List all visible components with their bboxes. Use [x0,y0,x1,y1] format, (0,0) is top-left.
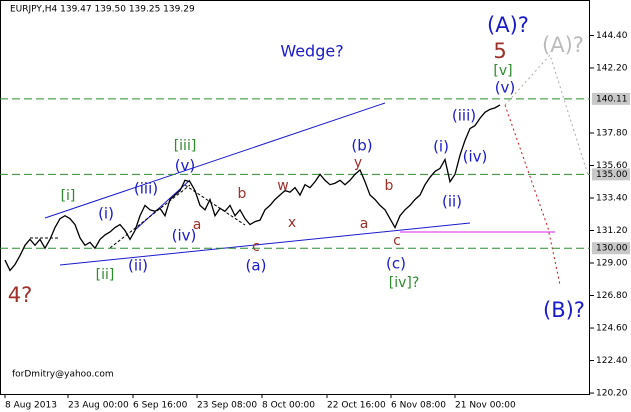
wave-label: (ii) [442,193,462,211]
wave-label: (b) [351,137,372,155]
price-line [4,104,501,272]
x-tick-label: 21 Nov 00:00 [455,401,516,411]
wave-label: [ii] [96,267,115,283]
trendline [59,222,471,266]
y-tick-label: 124.60 [596,324,628,334]
plot-frame [0,0,590,395]
wave-label: (iv) [172,227,197,245]
y-tick-label: 122.40 [596,356,628,366]
wave-label: (v) [495,79,516,97]
wave-label: Wedge? [280,42,343,61]
annotations: (A)? 5 (A)? [v] (v) Wedge? (iii) (i) (iv… [8,13,585,322]
wave-label: [iv]? [389,275,420,291]
level-label: 130.00 [596,244,628,254]
x-tick-label: 6 Sep 16:00 [133,401,188,411]
wave-label: (c) [386,255,406,273]
wave-label: (iii) [134,180,158,198]
wave-label: [i] [61,188,76,204]
wave-label: [v] [493,63,512,79]
wave-label: (A)? [487,13,529,37]
wave-label: (A)? [542,33,584,57]
y-tick-label: 144.40 [596,31,628,41]
wave-label: b [385,178,394,194]
trendline [109,184,191,249]
wave-label: c [393,233,401,249]
level-label-bg [592,168,630,181]
wave-label: b [238,186,247,202]
y-tick-label: 131.20 [596,226,628,236]
wave-label: y [354,155,362,171]
y-tick-label: 137.80 [596,128,628,138]
wave-label: 5 [493,39,506,63]
wave-label: [iii] [174,138,197,154]
x-tick-label: 23 Sep 08:00 [197,401,257,411]
wave-label: (ii) [128,257,148,275]
trendline [44,102,386,219]
projection [504,104,561,286]
x-tick-label: 23 Aug 00:00 [68,401,129,411]
wave-label: w [277,178,288,194]
wave-label: (iii) [452,107,476,125]
y-tick-label: 129.00 [596,259,628,269]
projection [504,54,589,176]
x-tick-label: 8 Oct 00:00 [262,401,315,411]
wave-label: c [252,239,260,255]
y-tick-label: 126.80 [596,291,628,301]
wave-label: a [193,217,202,233]
level-label: 135.00 [596,170,628,180]
level-label-bg [592,242,630,255]
x-tick-label: 8 Aug 2013 [5,401,57,411]
x-tick-label: 6 Nov 08:00 [391,401,446,411]
level-label: 140.11 [596,94,628,104]
level-label-bg [592,92,630,105]
wave-label: 4? [8,283,33,307]
y-tick-label: 133.40 [596,194,628,204]
wave-label: x [288,215,296,231]
y-tick-label: 135.60 [596,161,628,171]
wave-label: (i) [98,205,114,223]
y-tick-label: 120.20 [596,389,628,399]
wave-label: (iv) [463,148,488,166]
watermark: forDmitry@yahoo.com [12,370,114,380]
wave-label: (v) [175,157,196,175]
wave-label: (B)? [543,298,585,322]
y-tick-label: 142.20 [596,63,628,73]
chart-header: EURJPY,H4 139.47 139.50 139.25 139.29 [10,5,195,15]
x-tick-label: 22 Oct 16:00 [327,401,386,411]
wave-label: a [360,216,369,232]
wave-label: (i) [433,138,449,156]
wave-label: (a) [246,257,267,275]
